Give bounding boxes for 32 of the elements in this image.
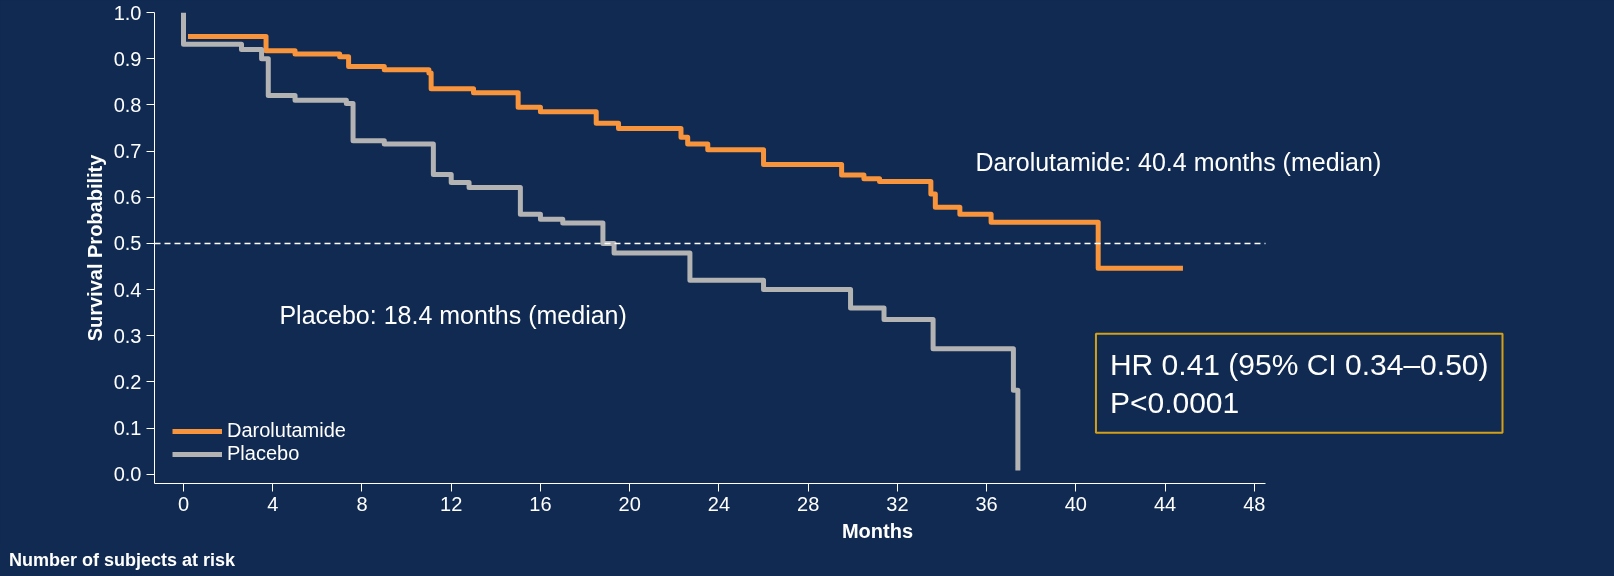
legend-label: Darolutamide (227, 419, 346, 442)
y-tick-label: 0.6 (113, 186, 142, 209)
x-tick-label: 40 (1064, 492, 1087, 515)
x-tick-label: 4 (267, 492, 279, 515)
x-axis-title: Months (841, 519, 914, 542)
x-tick-label: 36 (975, 492, 998, 515)
y-tick-label: 0.5 (113, 232, 142, 255)
y-tick-label: 0.2 (113, 370, 142, 393)
x-tick-label: 0 (177, 492, 190, 515)
text: Number of subjects at risk (9, 549, 236, 571)
y-tick-label: 1.0 (113, 1, 142, 24)
x-tick-label: 12 (440, 492, 463, 515)
x-tick-label: 32 (886, 492, 909, 515)
y-tick-label: 0.0 (113, 463, 142, 486)
x-tick-label: 24 (707, 492, 731, 515)
x-tick-label: 48 (1243, 492, 1266, 515)
y-tick-label: 0.9 (113, 47, 142, 70)
y-axis-title: Survival Probability (83, 153, 106, 342)
y-tick-label: 0.3 (113, 324, 142, 347)
legend-label: Placebo (227, 442, 300, 465)
y-tick-label: 0.4 (113, 278, 142, 301)
annotation: HR 0.41 (95% CI 0.34–0.50) P<0.0001 (1109, 347, 1489, 419)
y-tick-label: 0.7 (113, 140, 142, 163)
y-tick-label: 0.1 (113, 417, 142, 440)
x-tick-label: 16 (529, 492, 552, 515)
annotation: Darolutamide: 40.4 months (median) (975, 148, 1382, 177)
x-tick-label: 44 (1153, 492, 1177, 515)
annotation: Placebo: 18.4 months (median) (279, 300, 627, 329)
x-tick-label: 20 (618, 492, 641, 515)
x-tick-label: 8 (356, 492, 368, 515)
y-tick-label: 0.8 (113, 93, 142, 116)
x-tick-label: 28 (797, 492, 820, 515)
